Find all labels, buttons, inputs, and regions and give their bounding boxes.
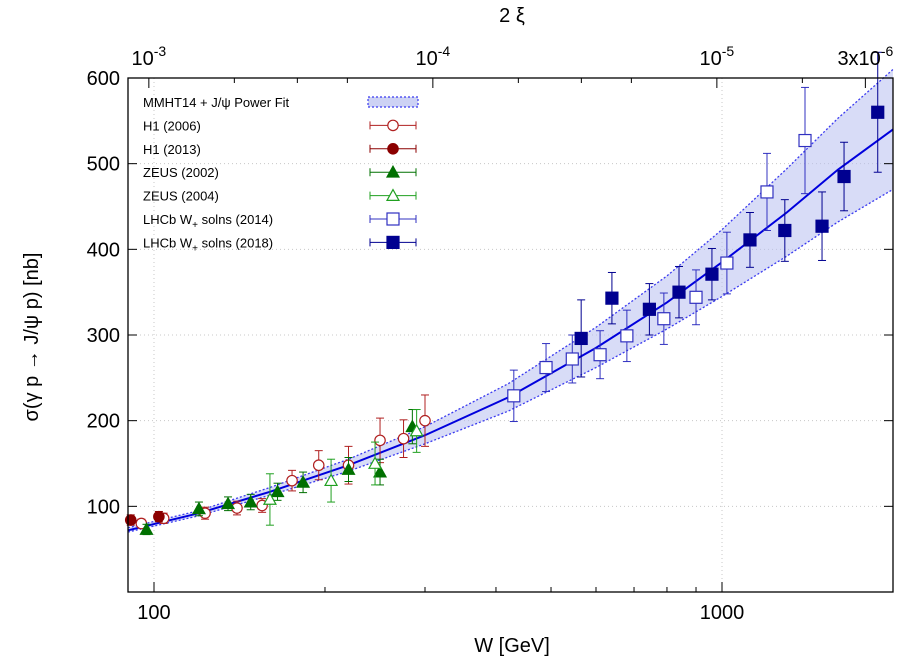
data-point	[689, 290, 703, 304]
y-tick-label: 400	[87, 239, 120, 261]
legend-item: H1 (2006)	[143, 118, 417, 133]
data-point	[243, 494, 258, 508]
x-tick-label: 1000	[700, 602, 745, 624]
data-point	[124, 514, 137, 526]
data-point	[312, 459, 325, 472]
legend-label: LHCb W+ solns (2014)	[143, 212, 273, 231]
data-point	[286, 474, 298, 487]
x2-tick-label: 10-4	[416, 43, 451, 70]
legend-item: H1 (2013)	[143, 142, 417, 157]
data-point	[419, 414, 431, 427]
data-point	[605, 291, 619, 305]
data-point	[743, 233, 757, 247]
legend-label: H1 (2006)	[143, 118, 201, 133]
y-tick-label: 300	[87, 325, 120, 347]
data-point	[815, 219, 829, 233]
legend-item: LHCb W+ solns (2018)	[143, 235, 417, 254]
data-point	[871, 105, 885, 119]
data-point	[507, 389, 521, 403]
data-point	[368, 456, 383, 469]
legend-label: MMHT14 + J/ψ Power Fit	[143, 95, 290, 110]
data-point	[296, 475, 311, 488]
y-tick-label: 100	[87, 496, 120, 518]
data-point	[262, 492, 277, 505]
data-point	[373, 464, 388, 478]
data-point	[642, 302, 656, 316]
data-point	[409, 423, 424, 437]
legend-marker	[386, 212, 400, 226]
data-point	[657, 312, 671, 326]
data-point	[270, 484, 285, 498]
data-point	[593, 348, 607, 362]
legend-marker	[387, 119, 399, 132]
legend-marker	[385, 188, 401, 201]
y-tick-label: 200	[87, 411, 120, 433]
x2-tick-label: 3x10-6	[837, 43, 893, 70]
data-point	[705, 267, 719, 281]
x2-tick-label: 10-5	[700, 43, 735, 70]
data-point	[324, 473, 339, 487]
data-point	[153, 510, 165, 523]
data-point	[620, 329, 634, 343]
data-point	[191, 501, 206, 515]
x2-axis-title: 2 ξ	[499, 5, 525, 27]
legend-swatch-fit	[367, 96, 419, 108]
data-point	[565, 352, 579, 366]
data-point	[574, 331, 588, 346]
data-point	[374, 434, 386, 447]
grid-lines	[128, 78, 893, 592]
data-point	[221, 496, 236, 510]
series-3	[262, 409, 424, 526]
x-axis-title: W [GeV]	[474, 635, 550, 657]
plot-frame	[127, 77, 894, 593]
series-0	[135, 394, 431, 530]
legend-marker	[385, 164, 401, 178]
legend-label: ZEUS (2002)	[143, 165, 219, 180]
data-points	[124, 51, 885, 536]
series-5	[574, 51, 885, 378]
x-tick-label: 100	[137, 602, 170, 624]
fit-band-area	[128, 69, 893, 533]
data-point	[139, 522, 154, 535]
fit-uncertainty-band	[127, 68, 894, 533]
legend-marker	[386, 235, 400, 249]
legend: MMHT14 + J/ψ Power Fit H1 (2006) H1 (2013)…	[143, 95, 419, 254]
y-tick-label: 500	[87, 154, 120, 176]
data-point	[672, 285, 686, 299]
data-point	[837, 169, 851, 184]
legend-marker	[387, 143, 399, 155]
y-axis-title: σ(γ p → J/ψ p) [nb]	[21, 253, 43, 422]
data-point	[341, 462, 356, 475]
y-tick-label: 600	[87, 68, 120, 90]
data-point	[778, 223, 792, 238]
legend-label: LHCb W+ solns (2018)	[143, 235, 273, 254]
fit-band-lower	[127, 188, 894, 533]
legend-item-fit: MMHT14 + J/ψ Power Fit	[143, 95, 419, 110]
data-point	[760, 185, 774, 199]
data-point	[397, 432, 410, 445]
axis-ticks: 100 200 300 400 500 600 100 1000 10-3 10-4 10-5 3x1…	[87, 43, 894, 624]
legend-item: ZEUS (2002)	[143, 164, 417, 180]
legend-item: LHCb W+ solns (2014)	[143, 212, 417, 231]
data-point	[720, 256, 734, 270]
legend-label: H1 (2013)	[143, 142, 201, 157]
legend-item: ZEUS (2004)	[143, 188, 417, 204]
data-point	[539, 360, 553, 375]
data-point	[798, 133, 812, 148]
fit-band-upper	[127, 68, 894, 529]
x2-tick-label: 10-3	[131, 43, 166, 70]
series-4	[507, 86, 812, 423]
legend-label: ZEUS (2004)	[143, 189, 219, 204]
